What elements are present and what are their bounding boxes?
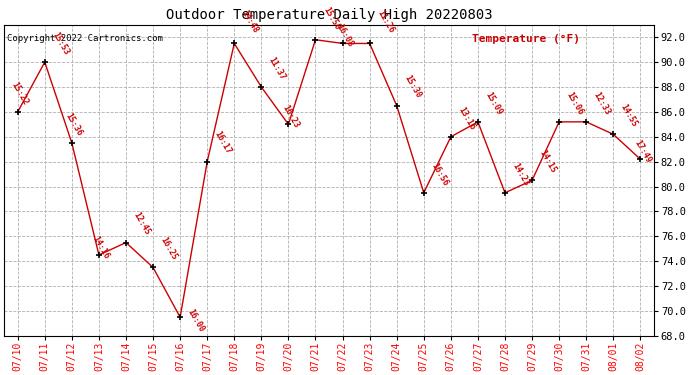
Text: 15:30: 15:30 <box>402 74 422 100</box>
Text: 16:56: 16:56 <box>429 161 450 187</box>
Text: 14:55: 14:55 <box>619 103 639 129</box>
Text: 14:15: 14:15 <box>538 148 558 175</box>
Text: 15:53: 15:53 <box>50 30 70 57</box>
Text: 12:33: 12:33 <box>592 90 612 116</box>
Text: 11:37: 11:37 <box>267 55 287 81</box>
Text: Temperature (°F): Temperature (°F) <box>472 34 580 44</box>
Text: 15:09: 15:09 <box>484 90 504 116</box>
Text: 14:16: 14:16 <box>90 234 111 261</box>
Text: 15:36: 15:36 <box>63 111 83 138</box>
Text: 15:50: 15:50 <box>321 5 342 32</box>
Text: 17:49: 17:49 <box>632 139 652 165</box>
Text: 16:08: 16:08 <box>334 23 355 49</box>
Text: 11:26: 11:26 <box>375 9 395 35</box>
Text: 16:17: 16:17 <box>213 130 233 156</box>
Text: 12:45: 12:45 <box>132 211 152 237</box>
Text: 15:06: 15:06 <box>564 90 585 116</box>
Text: Copyright 2022 Cartronics.com: Copyright 2022 Cartronics.com <box>8 34 164 43</box>
Text: 13:16: 13:16 <box>456 105 477 131</box>
Text: 14:23: 14:23 <box>511 161 531 187</box>
Text: 16:23: 16:23 <box>280 104 300 130</box>
Text: 16:00: 16:00 <box>186 308 206 334</box>
Text: 14:48: 14:48 <box>240 9 260 35</box>
Title: Outdoor Temperature Daily High 20220803: Outdoor Temperature Daily High 20220803 <box>166 8 493 22</box>
Text: 16:25: 16:25 <box>159 236 179 262</box>
Text: 15:22: 15:22 <box>10 80 30 106</box>
